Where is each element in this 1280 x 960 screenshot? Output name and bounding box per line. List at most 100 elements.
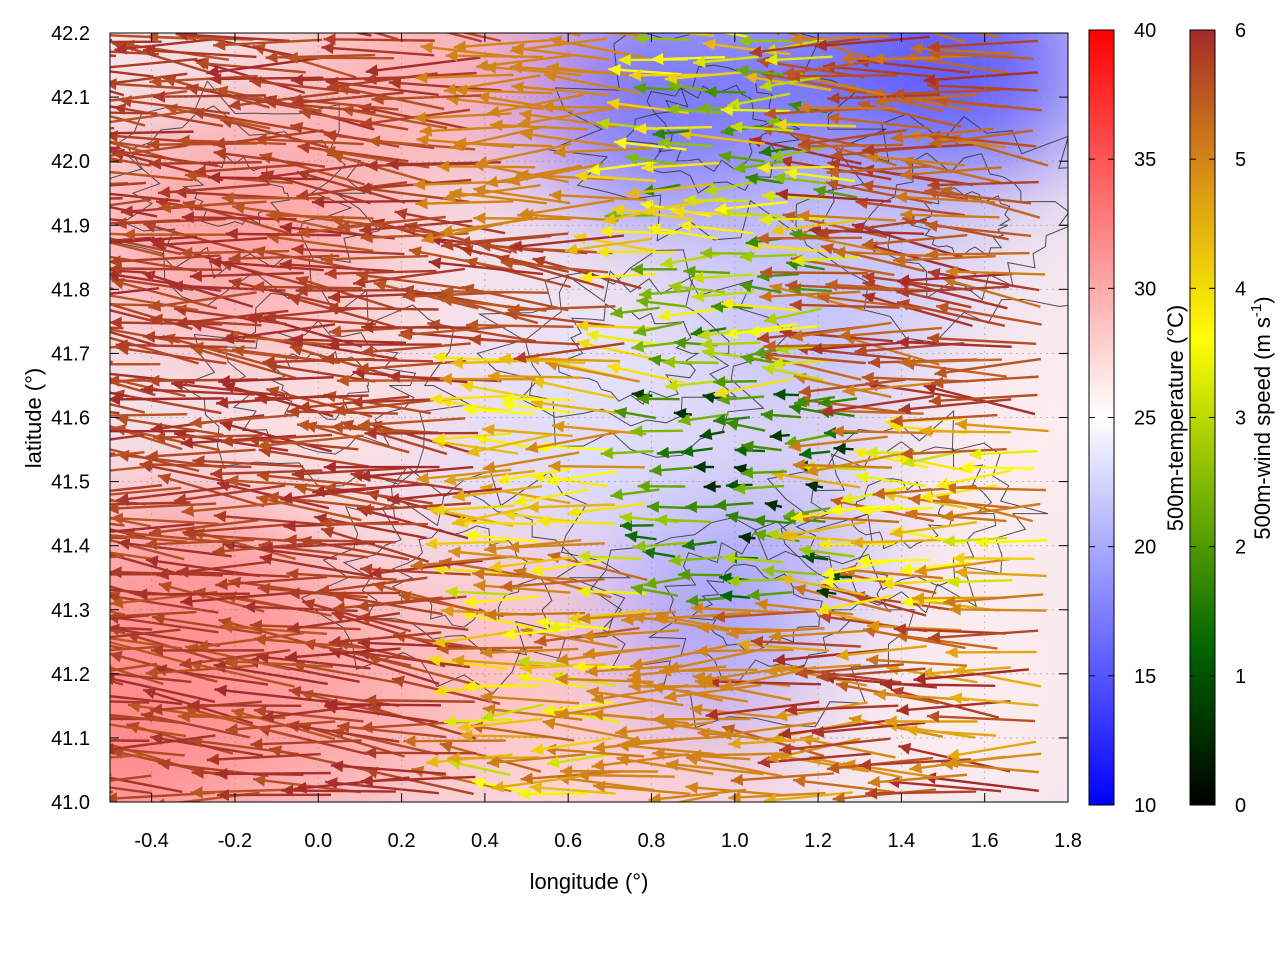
wind-arrow-shaft (323, 37, 435, 42)
wind-arrow (850, 536, 941, 549)
wind-arrow-head (586, 329, 599, 342)
colorbar-tick-label: 40 (1134, 20, 1156, 42)
wind-arrow-head (975, 536, 989, 549)
wind-arrow-shaft (792, 585, 892, 613)
wind-arrow (900, 208, 1000, 221)
wind-arrow-head (175, 33, 188, 41)
wind-arrow (301, 598, 412, 633)
wind-arrow-shaft (805, 452, 901, 474)
wind-arrow (110, 109, 198, 124)
wind-arrow-head (896, 336, 909, 349)
wind-arrow-head (541, 100, 554, 113)
x-tick-label: 0.0 (304, 830, 332, 852)
wind-arrow-head (6, 397, 19, 409)
wind-arrow (758, 213, 827, 226)
wind-arrow-head (472, 568, 485, 581)
wind-arrow-head (326, 80, 340, 92)
wind-arrow-head (39, 756, 51, 768)
wind-arrow-head (256, 651, 270, 664)
wind-arrow (893, 623, 1006, 636)
wind-arrow (874, 93, 978, 108)
wind-arrow-head (720, 679, 734, 692)
wind-arrow (592, 780, 691, 796)
wind-arrow (317, 576, 428, 597)
wind-arrow-shaft (110, 572, 120, 576)
wind-arrow-shaft (466, 433, 553, 455)
wind-arrow-shaft (797, 398, 903, 414)
wind-arrow-shaft (857, 558, 931, 563)
wind-arrow-shaft (265, 53, 376, 59)
wind-arrow-shaft (228, 91, 339, 108)
wind-arrow (633, 540, 689, 553)
wind-arrow (842, 381, 941, 397)
wind-arrow-shaft (778, 718, 893, 737)
wind-arrow-shaft (537, 444, 611, 451)
wind-arrow-head (810, 342, 823, 355)
wind-arrow-shaft (296, 170, 406, 204)
wind-arrow-head (190, 786, 203, 799)
wind-arrow-shaft (217, 375, 334, 383)
wind-arrow-head (714, 202, 728, 215)
wind-arrow-shaft (517, 198, 615, 217)
wind-arrow-shaft (689, 707, 788, 720)
wind-arrow-shaft (484, 539, 582, 551)
wind-arrow (653, 611, 751, 625)
wind-arrow-shaft (110, 255, 198, 273)
wind-arrow (689, 749, 788, 762)
wind-arrow (738, 531, 756, 544)
wind-arrow (221, 323, 336, 345)
wind-arrow-head (517, 207, 531, 220)
wind-arrow-head (117, 537, 131, 550)
wind-arrow-head (573, 232, 587, 245)
wind-arrow (910, 42, 1013, 56)
wind-arrow-head (699, 428, 713, 441)
wind-arrow-head (689, 703, 703, 716)
wind-arrow (674, 793, 719, 802)
wind-arrow-head (610, 306, 624, 319)
wind-arrow (358, 465, 474, 483)
wind-arrow (500, 578, 605, 593)
wind-arrow-shaft (324, 269, 437, 275)
wind-arrow-head (565, 243, 578, 256)
wind-arrow-head (113, 424, 127, 436)
wind-arrow-head (551, 420, 565, 433)
wind-arrow-head (811, 725, 825, 738)
wind-arrow (428, 257, 544, 276)
wind-arrow (473, 579, 571, 594)
wind-arrow-head (664, 690, 677, 703)
wind-arrow-head (757, 331, 770, 344)
wind-arrow (646, 500, 690, 513)
wind-arrow-shaft (651, 55, 726, 61)
wind-arrow-shaft (110, 267, 222, 272)
wind-arrow-shaft (749, 37, 861, 55)
wind-arrow-shaft (416, 468, 512, 481)
wind-arrow-head (726, 627, 739, 640)
wind-arrow (173, 484, 286, 506)
wind-arrow (655, 514, 711, 526)
wind-arrow-head (763, 793, 777, 802)
wind-arrow (110, 111, 158, 115)
wind-arrow (466, 433, 553, 457)
wind-arrow (530, 558, 606, 576)
wind-arrow-shaft (189, 738, 300, 756)
wind-arrow-shaft (110, 610, 197, 618)
wind-arrow-head (249, 619, 263, 632)
wind-arrow-shaft (817, 295, 923, 310)
wind-arrow (586, 686, 684, 707)
wind-arrow-head (115, 339, 128, 352)
wind-arrow (256, 651, 371, 670)
colorbar-tick-label: 2 (1235, 537, 1246, 559)
wind-arrow-head (257, 582, 271, 595)
wind-arrow-shaft (576, 773, 675, 778)
wind-arrow-head (510, 61, 523, 74)
wind-arrow-head (579, 271, 593, 284)
wind-arrow-head (146, 33, 159, 43)
wind-arrow-head (323, 461, 336, 474)
wind-arrow-head (740, 466, 754, 479)
wind-arrow-shaft (456, 520, 537, 526)
wind-arrow-head (180, 436, 193, 449)
wind-arrow-shaft (756, 236, 863, 240)
wind-arrow (587, 160, 660, 176)
wind-arrow-shaft (894, 195, 995, 204)
wind-arrow-shaft (450, 125, 547, 150)
